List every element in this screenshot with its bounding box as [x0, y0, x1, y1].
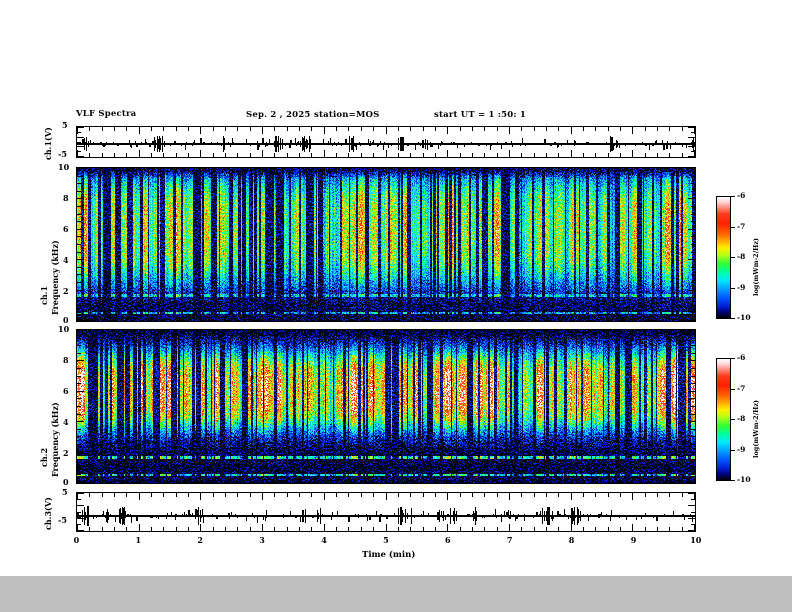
ch2-spectrogram-panel [76, 329, 696, 484]
ch1-spectrogram-axis-label-ch: ch.1 [39, 285, 49, 305]
ch2-freq-tick-6: 6 [63, 386, 69, 396]
x-tick-9: 9 [630, 535, 637, 545]
ch2-freq-tick-2: 2 [63, 448, 69, 458]
ch1-spectrogram-axis-label-freq: Frequency (kHz) [50, 240, 60, 315]
ch2-freq-tick-0: 0 [63, 477, 69, 487]
ch2-spectrogram-axis-label-ch: ch.2 [39, 447, 49, 467]
x-tick-7: 7 [506, 535, 513, 545]
colorbar-ch1-tickmark--10 [731, 318, 735, 319]
colorbar-ch1-tickmark--8 [731, 257, 735, 258]
x-tick-2: 2 [197, 535, 203, 545]
x-tick-1: 1 [135, 535, 142, 545]
ch1-freq-tick-4: 4 [63, 255, 69, 265]
colorbar-ch1-tickmark--7 [731, 227, 735, 228]
ch1-freq-tick-0: 0 [63, 315, 69, 325]
x-tick-0: 0 [73, 535, 80, 545]
x-tick-5: 5 [383, 535, 389, 545]
plot-station: station=MOS [314, 110, 380, 120]
colorbar-ch2-tickmark--6 [731, 358, 735, 359]
ch1-wave-ytick-5: 5 [62, 120, 68, 130]
ch1-waveform-panel [76, 126, 696, 158]
x-tick-3: 3 [259, 535, 265, 545]
ch1-freq-tick-2: 2 [63, 286, 69, 296]
colorbar-ch2-label--10: -10 [737, 475, 751, 484]
x-tick-4: 4 [321, 535, 327, 545]
colorbar-ch1-label--9: -9 [737, 283, 746, 292]
ch1-freq-tick-8: 8 [63, 193, 69, 203]
plot-paper: VLF Spectra Sep. 2 , 2025 station=MOS st… [0, 0, 792, 576]
ch1-freq-tick-10: 10 [58, 162, 70, 172]
ch3-wave-ytick-neg5: -5 [58, 515, 67, 525]
colorbar-ch2-tickmark--9 [731, 450, 735, 451]
ch1-spectrogram-panel [76, 167, 696, 322]
x-tick-8: 8 [568, 535, 575, 545]
colorbar-ch1-label--6: -6 [737, 191, 746, 200]
ch2-spectrogram-axis-label-freq: Frequency (kHz) [50, 402, 60, 477]
colorbar-ch1-label--8: -8 [737, 252, 746, 261]
x-tick-10: 10 [690, 535, 702, 545]
x-tick-6: 6 [445, 535, 451, 545]
colorbar-ch1-label: log(mWm-2/Hz) [752, 238, 760, 296]
colorbar-ch2 [716, 358, 731, 481]
colorbar-ch1 [716, 196, 731, 319]
ch3-wave-ytick-5: 5 [62, 487, 68, 497]
colorbar-ch2-label--9: -9 [737, 445, 746, 454]
ch3-waveform-panel [76, 492, 696, 532]
colorbar-ch1-tickmark--9 [731, 288, 735, 289]
ch2-freq-tick-4: 4 [63, 417, 69, 427]
ch2-freq-tick-8: 8 [63, 355, 69, 365]
colorbar-ch1-label--10: -10 [737, 313, 751, 322]
colorbar-ch1-tickmark--6 [731, 196, 735, 197]
colorbar-ch2-label: log(mWm-2/Hz) [752, 400, 760, 458]
colorbar-ch2-label--7: -7 [737, 384, 746, 393]
x-axis-label: Time (min) [362, 550, 416, 560]
plot-start-ut: start UT = 1 :50: 1 [434, 110, 527, 120]
ch1-wave-ytick-neg5: -5 [58, 149, 67, 159]
colorbar-ch2-tickmark--10 [731, 480, 735, 481]
ch1-freq-tick-6: 6 [63, 224, 69, 234]
colorbar-ch2-label--8: -8 [737, 414, 746, 423]
colorbar-ch2-tickmark--7 [731, 389, 735, 390]
plot-title: VLF Spectra [76, 109, 137, 119]
plot-date: Sep. 2 , 2025 [246, 110, 311, 120]
colorbar-ch2-tickmark--8 [731, 419, 735, 420]
ch1-waveform-axis-label: ch.1(V) [43, 127, 53, 160]
ch2-freq-tick-10: 10 [58, 324, 70, 334]
colorbar-ch1-label--7: -7 [737, 222, 746, 231]
colorbar-ch2-label--6: -6 [737, 353, 746, 362]
ch3-waveform-axis-label: ch.3(V) [43, 497, 53, 530]
